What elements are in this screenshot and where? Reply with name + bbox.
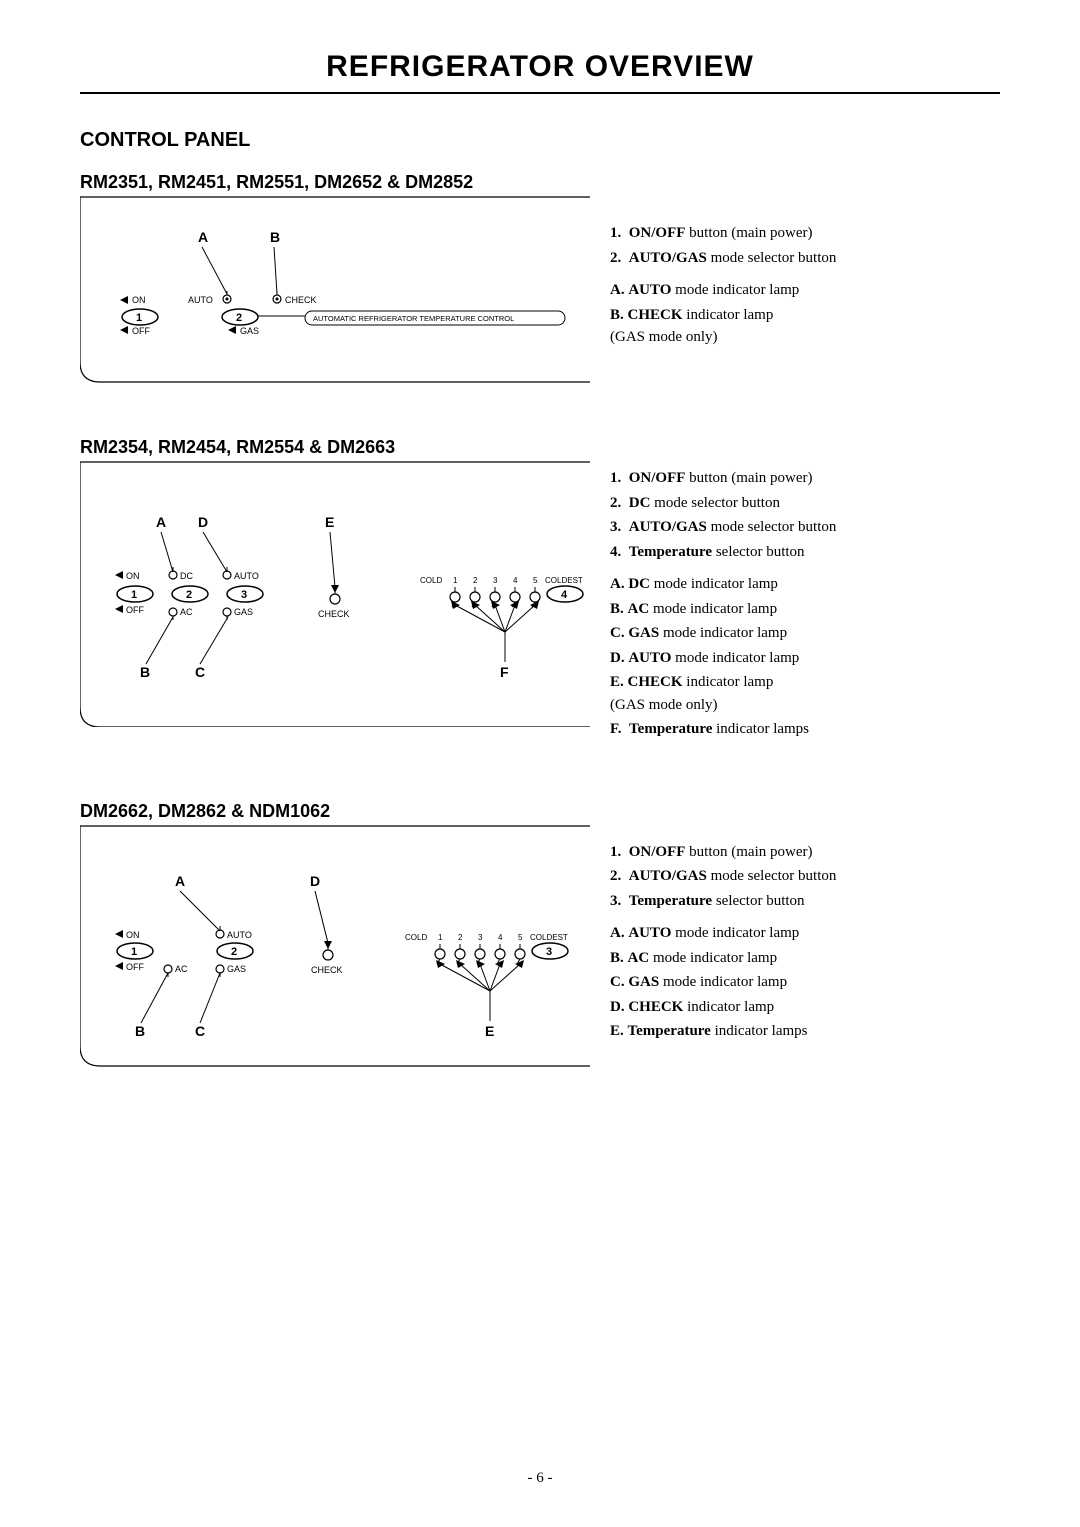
panel-1-legend-num: 1. ON/OFF button (main power) 2. AUTO/GA… <box>610 222 1000 269</box>
callout-A: A <box>198 229 208 245</box>
lbl-auto: AUTO <box>227 930 252 940</box>
legend-item: A. DC mode indicator lamp <box>610 573 1000 596</box>
legend-item: 3. Temperature selector button <box>610 890 1000 913</box>
lbl-gas: GAS <box>234 607 253 617</box>
legend-item: 1. ON/OFF button (main power) <box>610 222 1000 245</box>
panel-1-title: RM2351, RM2451, RM2551, DM2652 & DM2852 <box>80 172 493 193</box>
legend-item: 1. ON/OFF button (main power) <box>610 841 1000 864</box>
legend-item: B. AC mode indicator lamp <box>610 947 1000 970</box>
lbl-coldest: COLDEST <box>545 576 583 585</box>
lbl-ac: AC <box>180 607 193 617</box>
lbl-ac: AC <box>175 964 188 974</box>
legend-item: 2. AUTO/GAS mode selector button <box>610 247 1000 270</box>
panel-3-legend-let: A. AUTO mode indicator lamp B. AC mode i… <box>610 922 1000 1043</box>
lbl-coldest: COLDEST <box>530 933 568 942</box>
lbl-banner: AUTOMATIC REFRIGERATOR TEMPERATURE CONTR… <box>313 314 514 323</box>
lbl-t2: 2 <box>458 933 463 942</box>
button-1: 1 <box>136 312 142 324</box>
lbl-gas: GAS <box>240 326 259 336</box>
callout-E: E <box>325 514 334 530</box>
lbl-cold: COLD <box>405 933 427 942</box>
callout-B: B <box>140 664 150 680</box>
legend-item: A. AUTO mode indicator lamp <box>610 922 1000 945</box>
lbl-check: CHECK <box>311 965 343 975</box>
panel-2-title: RM2354, RM2454, RM2554 & DM2663 <box>80 437 415 458</box>
lbl-auto: AUTO <box>188 295 213 305</box>
panel-1-legend-let: A. AUTO mode indicator lamp B. CHECK ind… <box>610 279 1000 349</box>
lbl-off: OFF <box>126 605 144 615</box>
button-3: 3 <box>241 589 247 601</box>
button-2: 2 <box>186 589 192 601</box>
callout-A: A <box>156 514 166 530</box>
lbl-cold: COLD <box>420 576 442 585</box>
callout-B: B <box>135 1023 145 1039</box>
lbl-t1: 1 <box>438 933 443 942</box>
lbl-t4: 4 <box>498 933 503 942</box>
panel-3-title: DM2662, DM2862 & NDM1062 <box>80 801 350 822</box>
legend-item: B. AC mode indicator lamp <box>610 598 1000 621</box>
callout-A: A <box>175 873 185 889</box>
lbl-off: OFF <box>132 326 150 336</box>
lbl-on: ON <box>126 571 140 581</box>
section-title: CONTROL PANEL <box>80 129 1000 152</box>
legend-item: 2. AUTO/GAS mode selector button <box>610 865 1000 888</box>
legend-item: 3. AUTO/GAS mode selector button <box>610 516 1000 539</box>
lbl-gas: GAS <box>227 964 246 974</box>
legend-item: A. AUTO mode indicator lamp <box>610 279 1000 302</box>
button-3: 3 <box>546 946 552 958</box>
legend-item: E. CHECK indicator lamp(GAS mode only) <box>610 671 1000 716</box>
page-title: REFRIGERATOR OVERVIEW <box>80 50 1000 94</box>
page-number: - 6 - <box>0 1470 1080 1487</box>
legend-item: 4. Temperature selector button <box>610 541 1000 564</box>
callout-C: C <box>195 664 205 680</box>
lbl-t5: 5 <box>533 576 538 585</box>
lbl-t2: 2 <box>473 576 478 585</box>
lbl-check: CHECK <box>285 295 317 305</box>
legend-item: D. CHECK indicator lamp <box>610 996 1000 1019</box>
panel-1: RM2351, RM2451, RM2551, DM2652 & DM2852 … <box>80 172 1000 387</box>
callout-D: D <box>310 873 320 889</box>
lbl-t1: 1 <box>453 576 458 585</box>
lbl-check: CHECK <box>318 609 350 619</box>
lbl-t3: 3 <box>493 576 498 585</box>
lbl-on: ON <box>126 930 140 940</box>
lbl-off: OFF <box>126 962 144 972</box>
callout-E: E <box>485 1023 494 1039</box>
panel-1-diagram: A B 1 ON OFF AUTO <box>80 192 590 387</box>
panel-2-legend: 1. ON/OFF button (main power) 2. DC mode… <box>610 457 1000 751</box>
panel-3-diagram: A D B C E <box>80 821 590 1071</box>
lbl-on: ON <box>132 295 146 305</box>
lbl-auto: AUTO <box>234 571 259 581</box>
panel-3-legend-num: 1. ON/OFF button (main power) 2. AUTO/GA… <box>610 841 1000 913</box>
legend-item: C. GAS mode indicator lamp <box>610 622 1000 645</box>
legend-item: B. CHECK indicator lamp(GAS mode only) <box>610 304 1000 349</box>
legend-item: 2. DC mode selector button <box>610 492 1000 515</box>
panel-3-legend: 1. ON/OFF button (main power) 2. AUTO/GA… <box>610 821 1000 1071</box>
button-1: 1 <box>131 946 137 958</box>
legend-item: C. GAS mode indicator lamp <box>610 971 1000 994</box>
panel-2: RM2354, RM2454, RM2554 & DM2663 A D E B … <box>80 437 1000 751</box>
panel-2-diagram: A D E B C F <box>80 457 590 751</box>
legend-item: D. AUTO mode indicator lamp <box>610 647 1000 670</box>
callout-C: C <box>195 1023 205 1039</box>
button-2: 2 <box>231 946 237 958</box>
callout-F: F <box>500 664 509 680</box>
lbl-t5: 5 <box>518 933 523 942</box>
lbl-dc: DC <box>180 571 193 581</box>
button-1: 1 <box>131 589 137 601</box>
callout-B: B <box>270 229 280 245</box>
legend-item: 1. ON/OFF button (main power) <box>610 467 1000 490</box>
panel-2-legend-let: A. DC mode indicator lamp B. AC mode ind… <box>610 573 1000 741</box>
legend-item: F. Temperature indicator lamps <box>610 718 1000 741</box>
panel-1-legend: 1. ON/OFF button (main power) 2. AUTO/GA… <box>610 192 1000 387</box>
panel-2-legend-num: 1. ON/OFF button (main power) 2. DC mode… <box>610 467 1000 563</box>
panel-3: DM2662, DM2862 & NDM1062 A D B C E <box>80 801 1000 1071</box>
legend-item: E. Temperature indicator lamps <box>610 1020 1000 1043</box>
lbl-t4: 4 <box>513 576 518 585</box>
button-2: 2 <box>236 312 242 324</box>
lbl-t3: 3 <box>478 933 483 942</box>
button-4: 4 <box>561 589 568 601</box>
callout-D: D <box>198 514 208 530</box>
